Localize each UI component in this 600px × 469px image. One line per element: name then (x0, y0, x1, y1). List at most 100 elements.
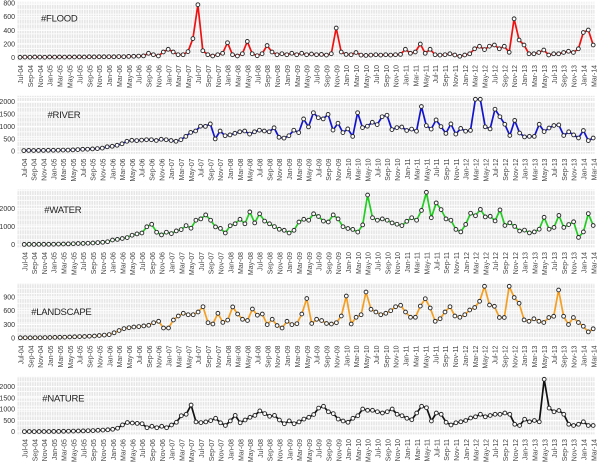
svg-text:Jul-12: Jul-12 (493, 252, 500, 271)
svg-text:Jul-11: Jul-11 (434, 252, 441, 270)
svg-text:Sep-08: Sep-08 (267, 158, 274, 180)
svg-text:Jan-11: Jan-11 (405, 252, 412, 273)
svg-text:Sep-09: Sep-09 (327, 439, 334, 461)
svg-text:Mar-10: Mar-10 (354, 345, 361, 367)
svg-text:Nov-12: Nov-12 (512, 345, 519, 367)
svg-text:Jul-12: Jul-12 (493, 345, 500, 364)
svg-text:Jan-08: Jan-08 (228, 158, 235, 179)
svg-text:900: 900 (3, 294, 15, 301)
svg-text:May-09: May-09 (305, 345, 312, 368)
svg-text:Jul-07: Jul-07 (199, 158, 206, 177)
svg-text:Jul-10: Jul-10 (376, 439, 383, 458)
svg-text:0: 0 (11, 55, 15, 62)
svg-text:Nov-09: Nov-09 (336, 439, 343, 461)
svg-text:Jul-06: Jul-06 (137, 65, 144, 84)
svg-text:Nov-04: Nov-04 (42, 252, 49, 274)
svg-text:Jan-11: Jan-11 (405, 439, 412, 460)
svg-text:May-05: May-05 (71, 158, 78, 181)
svg-text:Jul-04: Jul-04 (18, 65, 25, 84)
svg-text:300: 300 (3, 322, 15, 329)
svg-text:Jan-10: Jan-10 (346, 252, 353, 273)
svg-text:May-11: May-11 (425, 252, 432, 275)
svg-text:Nov-09: Nov-09 (334, 65, 341, 87)
svg-text:Nov-10: Nov-10 (395, 252, 402, 274)
svg-text:Jan-05: Jan-05 (48, 345, 55, 366)
svg-text:Sep-10: Sep-10 (384, 65, 391, 87)
svg-text:May-10: May-10 (364, 65, 371, 88)
svg-text:Nov-05: Nov-05 (100, 158, 107, 180)
svg-text:Sep-04: Sep-04 (32, 158, 39, 180)
svg-text:Sep-10: Sep-10 (385, 158, 392, 180)
svg-text:Mar-10: Mar-10 (356, 158, 363, 180)
svg-text:Nov-13: Nov-13 (572, 439, 579, 461)
svg-text:Nov-05: Nov-05 (97, 65, 104, 87)
svg-text:May-13: May-13 (542, 252, 549, 275)
svg-text:Sep-08: Sep-08 (265, 65, 272, 87)
svg-text:0: 0 (11, 336, 15, 343)
svg-text:Jul-08: Jul-08 (258, 439, 265, 458)
svg-text:Sep-08: Sep-08 (268, 439, 275, 461)
svg-text:May-08: May-08 (248, 252, 255, 275)
svg-text:#LANDSCAPE: #LANDSCAPE (31, 307, 91, 318)
svg-text:May-13: May-13 (542, 345, 549, 368)
svg-text:Jan-07: Jan-07 (170, 439, 177, 460)
svg-text:May-06: May-06 (127, 345, 134, 368)
svg-text:Mar-07: Mar-07 (176, 345, 183, 367)
svg-text:Sep-06: Sep-06 (150, 158, 157, 180)
svg-text:Sep-04: Sep-04 (28, 345, 35, 367)
svg-text:Jan-07: Jan-07 (170, 252, 177, 273)
svg-text:May-08: May-08 (248, 158, 255, 181)
svg-text:Jul-06: Jul-06 (137, 345, 144, 364)
svg-text:Sep-06: Sep-06 (150, 252, 157, 274)
svg-text:Jul-09: Jul-09 (315, 345, 322, 364)
svg-text:Jul-10: Jul-10 (375, 158, 382, 177)
svg-text:Sep-12: Sep-12 (503, 252, 510, 274)
svg-text:May-09: May-09 (307, 439, 314, 462)
svg-text:Mar-05: Mar-05 (62, 252, 69, 274)
svg-text:Jul-07: Jul-07 (196, 65, 203, 84)
svg-text:Mar-09: Mar-09 (297, 439, 304, 461)
svg-text:Nov-11: Nov-11 (453, 65, 460, 87)
svg-text:Mar-06: Mar-06 (117, 345, 124, 367)
svg-text:Sep-07: Sep-07 (209, 439, 216, 461)
svg-text:Mar-13: Mar-13 (532, 158, 539, 180)
svg-text:Nov-08: Nov-08 (278, 439, 285, 461)
svg-text:Nov-10: Nov-10 (395, 158, 402, 180)
svg-text:Nov-08: Nov-08 (277, 158, 284, 180)
svg-text:May-06: May-06 (130, 158, 137, 181)
svg-text:May-07: May-07 (189, 439, 196, 462)
svg-text:Jul-09: Jul-09 (315, 65, 322, 84)
svg-text:Jul-07: Jul-07 (199, 439, 206, 458)
svg-text:1500: 1500 (0, 111, 15, 118)
svg-text:Jul-06: Jul-06 (140, 158, 147, 177)
svg-text:Jan-08: Jan-08 (228, 252, 235, 273)
svg-text:0: 0 (11, 242, 15, 249)
svg-text:Jul-11: Jul-11 (434, 439, 441, 457)
svg-text:Nov-11: Nov-11 (453, 345, 460, 367)
svg-text:Mar-09: Mar-09 (297, 252, 304, 274)
svg-text:Jul-12: Jul-12 (493, 158, 500, 177)
svg-text:Jan-05: Jan-05 (48, 65, 55, 86)
svg-text:Jul-08: Jul-08 (255, 65, 262, 84)
svg-text:Jan-07: Jan-07 (166, 65, 173, 86)
svg-text:#WATER: #WATER (44, 205, 81, 216)
svg-text:May-07: May-07 (189, 252, 196, 275)
svg-text:Sep-11: Sep-11 (444, 158, 451, 180)
svg-text:Jul-13: Jul-13 (552, 252, 559, 271)
svg-text:Mar-07: Mar-07 (179, 252, 186, 274)
svg-text:600: 600 (3, 308, 15, 315)
svg-text:Nov-09: Nov-09 (336, 252, 343, 274)
svg-text:Jul-13: Jul-13 (552, 345, 559, 364)
svg-text:Jan-05: Jan-05 (52, 439, 59, 460)
svg-text:Nov-06: Nov-06 (160, 252, 167, 274)
svg-text:Jan-14: Jan-14 (582, 439, 589, 460)
svg-text:Jan-09: Jan-09 (285, 65, 292, 86)
svg-text:Mar-13: Mar-13 (533, 439, 540, 461)
svg-text:Mar-09: Mar-09 (295, 345, 302, 367)
svg-text:Mar-12: Mar-12 (474, 158, 481, 180)
svg-text:Nov-06: Nov-06 (159, 158, 166, 180)
svg-text:Jul-11: Jul-11 (433, 345, 440, 363)
svg-text:Sep-09: Sep-09 (325, 65, 332, 87)
svg-text:Sep-04: Sep-04 (32, 439, 39, 461)
svg-text:Sep-05: Sep-05 (91, 158, 98, 180)
